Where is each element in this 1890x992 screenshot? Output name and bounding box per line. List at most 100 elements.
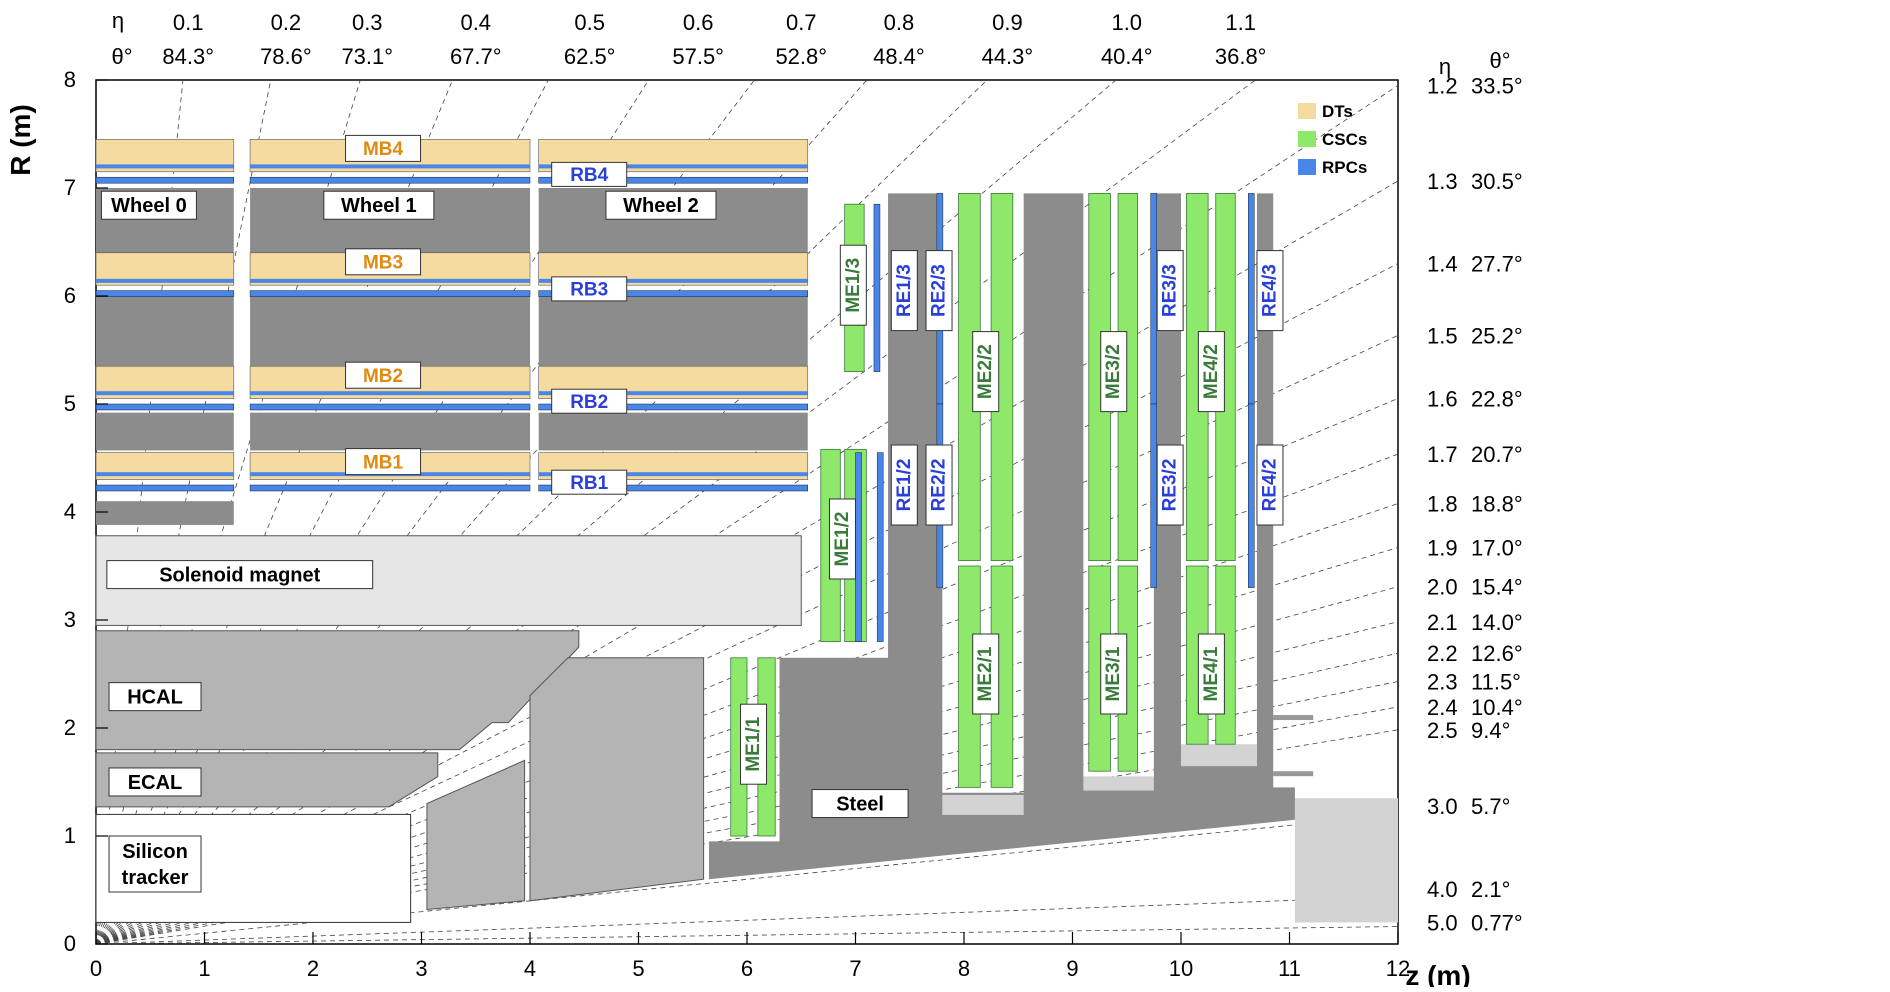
top-eta-0: 0.1 <box>173 10 204 35</box>
label-tracker-line1: Silicon <box>122 841 188 863</box>
rpc-re13-strip <box>873 203 881 372</box>
right-theta-5: 20.7° <box>1471 442 1523 467</box>
wheel-2-rpc-2 <box>538 403 809 411</box>
right-theta-3: 25.2° <box>1471 323 1523 348</box>
label-mb-3: MB1 <box>363 452 404 473</box>
top-theta-7: 48.4° <box>873 44 925 69</box>
y-tick-label-1: 1 <box>64 823 76 848</box>
eta-theta-scales: η θ° 0.1 84.3° 0.2 78.6° 0.3 73.1° 0.4 67.7° 0.5 62… <box>111 8 1522 935</box>
label-re-1: RE2/3 <box>929 264 950 317</box>
wheel-2-rpc-outer-1 <box>538 278 808 283</box>
top-theta-symbol: θ° <box>111 44 132 69</box>
label-re-5-box <box>1156 444 1184 526</box>
disk2-shield <box>942 794 1024 815</box>
endcap-hcal <box>529 657 705 902</box>
label-steel: Steel <box>836 794 884 816</box>
right-eta-8: 2.0 <box>1427 575 1458 600</box>
label-ecal: ECAL <box>128 772 182 794</box>
top-eta-8: 0.9 <box>992 10 1023 35</box>
y-axis-label: R (m) <box>5 104 36 176</box>
right-eta-12: 2.4 <box>1427 695 1458 720</box>
right-eta-2: 1.4 <box>1427 251 1458 276</box>
top-eta-4: 0.5 <box>574 10 605 35</box>
label-wheel-2-box <box>605 190 717 220</box>
x-tick-label-3: 3 <box>415 956 427 981</box>
right-theta-11: 11.5° <box>1471 669 1521 694</box>
label-wheel-1: Wheel 1 <box>341 195 417 217</box>
top-theta-8: 44.3° <box>982 44 1034 69</box>
label-me-2: ME1/1 <box>743 716 764 771</box>
x-tick-label-1: 1 <box>198 956 210 981</box>
right-theta-13: 9.4° <box>1471 718 1510 743</box>
top-eta-symbol: η <box>112 8 124 33</box>
label-re-5: RE3/2 <box>1160 459 1181 512</box>
right-theta-8: 15.4° <box>1471 575 1523 600</box>
label-re-3: RE2/2 <box>929 459 950 512</box>
x-tick-label-0: 0 <box>90 956 102 981</box>
endcap-steel <box>709 193 1295 880</box>
right-eta-4: 1.6 <box>1427 386 1458 411</box>
right-eta-6: 1.8 <box>1427 492 1458 517</box>
label-mb-2-box <box>345 361 422 389</box>
label-re-0-box <box>890 250 918 332</box>
wheel-0-inner-steel <box>96 501 234 525</box>
rpc-re32-strip <box>1150 403 1157 588</box>
x-tick-label-7: 7 <box>849 956 861 981</box>
top-eta-1: 0.2 <box>271 10 302 35</box>
legend: DTs CSCs RPCs <box>1298 102 1367 177</box>
label-re-2-box <box>890 444 918 526</box>
top-eta-2: 0.3 <box>352 10 383 35</box>
right-theta-12: 10.4° <box>1471 695 1523 720</box>
wheel-0-rpc-0 <box>95 176 235 184</box>
y-tick-label-6: 6 <box>64 283 76 308</box>
wheel-0-rpc-outer-2 <box>96 391 234 396</box>
wheel-2-rpc-0 <box>538 176 809 184</box>
y-tick-label-0: 0 <box>64 931 76 956</box>
right-theta-4: 22.8° <box>1471 386 1523 411</box>
wheel-2-yoke-2 <box>538 412 808 451</box>
label-rb-3: RB1 <box>570 473 608 494</box>
right-eta-11: 2.3 <box>1427 669 1458 694</box>
right-eta-15: 4.0 <box>1427 877 1458 902</box>
label-me-7: ME4/2 <box>1201 344 1222 399</box>
top-eta-9: 1.0 <box>1111 10 1142 35</box>
legend-swatch-2 <box>1298 159 1316 175</box>
label-me-4-box <box>972 633 1000 715</box>
rpc-re43-strip <box>1248 193 1255 405</box>
endcap-ecal <box>426 759 526 910</box>
right-theta-10: 12.6° <box>1471 641 1523 666</box>
label-wheel-0-box <box>100 190 197 220</box>
wheel-1-rpc-3 <box>249 484 531 492</box>
label-re-2: RE1/2 <box>894 459 915 512</box>
right-theta-9: 14.0° <box>1471 610 1523 635</box>
label-me-8-box <box>1197 633 1225 715</box>
wheel-2-rpc-1 <box>538 290 809 297</box>
right-theta-15: 2.1° <box>1471 877 1510 902</box>
label-me-5: ME3/2 <box>1103 344 1124 399</box>
rpc-me12-strip-b <box>876 452 884 642</box>
wheel-1-yoke-2 <box>250 412 530 451</box>
wheel-0-yoke-2 <box>96 412 234 451</box>
x-tick-label-10: 10 <box>1169 956 1193 981</box>
right-eta-5: 1.7 <box>1427 442 1458 467</box>
top-theta-0: 84.3° <box>162 44 214 69</box>
label-rb-1: RB3 <box>570 280 608 301</box>
wheel-1-rpc-outer-2 <box>250 391 530 396</box>
forward-shield <box>1294 798 1398 923</box>
label-tracker-box <box>108 835 202 893</box>
right-theta-16: 0.77° <box>1471 910 1523 935</box>
label-me-1-box <box>828 498 856 580</box>
disk3-shield <box>1083 776 1154 791</box>
top-theta-5: 57.5° <box>672 44 724 69</box>
y-tick-label-5: 5 <box>64 391 76 416</box>
right-eta-10: 2.2 <box>1427 641 1458 666</box>
x-tick-label-5: 5 <box>632 956 644 981</box>
wheel-0-rpc-outer-3 <box>96 472 234 477</box>
wheel-2-rpc-outer-3 <box>538 472 808 477</box>
label-me-6-box <box>1100 633 1128 715</box>
label-rb-3-box <box>551 469 628 495</box>
x-tick-label-8: 8 <box>958 956 970 981</box>
label-rb-0: RB4 <box>570 165 608 186</box>
